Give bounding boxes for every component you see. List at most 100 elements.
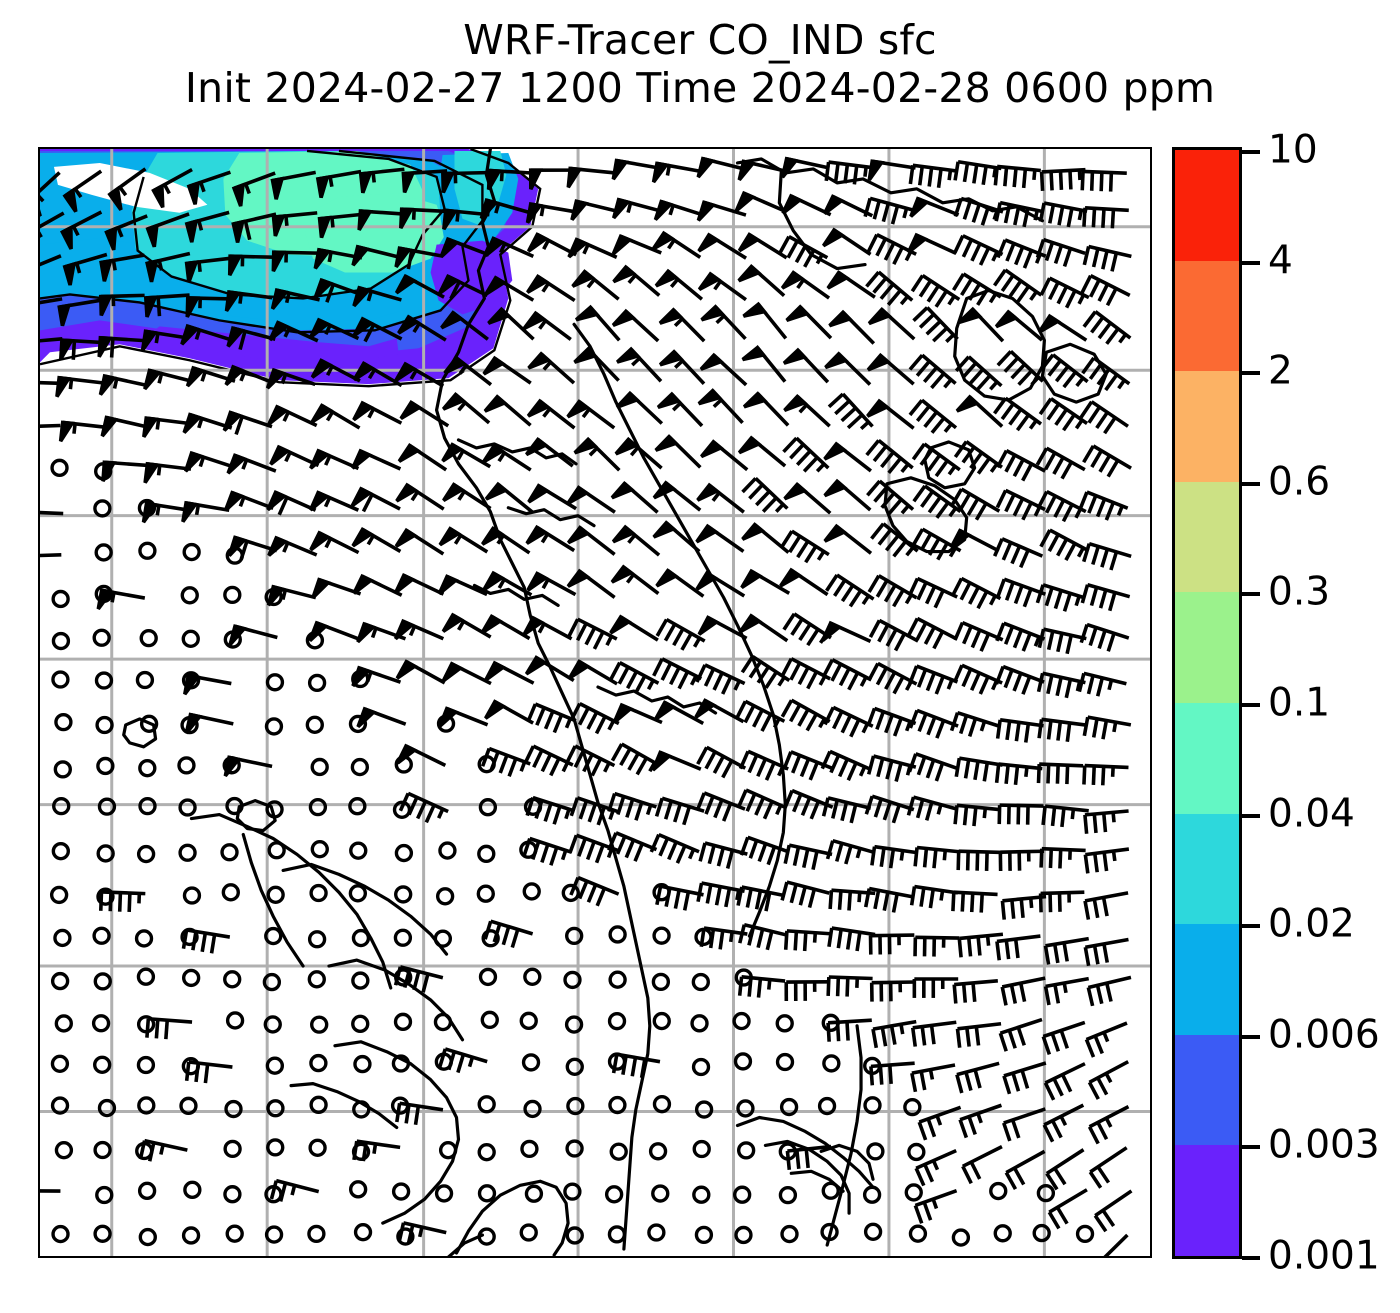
calm-wind-symbol <box>136 1015 156 1034</box>
wind-barb <box>308 490 360 512</box>
wind-barb <box>525 524 576 553</box>
wind-barb <box>479 198 530 220</box>
wind-barb <box>695 523 745 553</box>
wind-barb <box>825 838 876 865</box>
wind-barb <box>612 264 661 297</box>
calm-wind-symbol <box>989 1181 1008 1201</box>
wind-barb <box>738 749 789 781</box>
calm-wind-symbol <box>309 1095 328 1115</box>
calm-wind-symbol <box>652 1011 671 1031</box>
wind-barb <box>309 530 360 555</box>
wind-barb <box>57 298 103 327</box>
wind-barb <box>821 620 872 643</box>
calm-wind-symbol <box>394 885 413 904</box>
wind-barb <box>1083 847 1130 874</box>
wind-barb <box>607 831 658 862</box>
calm-wind-symbol <box>434 1184 454 1203</box>
wind-barb <box>1043 976 1090 1006</box>
wind-barb <box>486 168 534 191</box>
wind-barb <box>610 742 661 776</box>
wind-barb <box>740 568 791 595</box>
wind-barb <box>40 1189 61 1193</box>
wind-barb <box>183 673 232 696</box>
wind-barb <box>908 664 959 695</box>
wind-barb <box>565 744 616 777</box>
wind-barb <box>145 1016 193 1040</box>
wind-barb <box>651 230 702 259</box>
calm-wind-symbol <box>480 1010 499 1030</box>
calm-wind-symbol <box>94 462 113 481</box>
wind-barb <box>1035 446 1086 480</box>
wind-barb <box>483 236 535 259</box>
colorbar-tick-label: 0.04 <box>1268 791 1355 837</box>
wind-barb <box>569 796 620 826</box>
wind-barb <box>184 210 230 243</box>
wind-barb <box>40 211 65 238</box>
calm-wind-symbol <box>434 1052 454 1071</box>
wind-barb <box>1036 671 1086 699</box>
calm-wind-symbol <box>51 589 70 609</box>
wind-barb <box>652 657 703 690</box>
wind-barb <box>441 170 487 194</box>
wind-barb <box>267 404 318 428</box>
wind-barb <box>956 849 1003 871</box>
wind-barb <box>867 306 916 341</box>
wind-barb <box>98 293 145 317</box>
colorbar-tick-mark <box>1242 481 1260 486</box>
calm-wind-symbol <box>652 1094 672 1114</box>
wind-barb <box>142 416 190 438</box>
wind-barb <box>566 166 615 189</box>
calm-wind-symbol <box>607 1225 627 1244</box>
calm-wind-symbol <box>863 1222 883 1241</box>
calm-wind-symbol <box>820 1222 839 1242</box>
wind-barb <box>522 310 572 341</box>
wind-barb <box>780 529 830 564</box>
calm-wind-symbol <box>477 844 496 864</box>
wind-barb <box>995 449 1047 482</box>
wind-barb <box>442 482 492 511</box>
wind-barb-layer <box>40 156 1133 1256</box>
calm-wind-symbol <box>1036 1183 1056 1203</box>
wind-barb <box>265 367 316 390</box>
calm-wind-symbol <box>565 1226 584 1245</box>
wind-barb <box>906 232 957 256</box>
wind-barb <box>1037 627 1087 655</box>
wind-barb <box>742 391 790 427</box>
wind-barb <box>140 329 190 352</box>
wind-barb <box>778 235 829 268</box>
wind-barb <box>654 268 704 301</box>
calm-wind-symbol <box>565 1057 584 1076</box>
wind-barb <box>487 306 535 341</box>
wind-barb <box>651 750 702 772</box>
calm-wind-symbol <box>351 1142 371 1161</box>
wind-barb <box>908 353 957 390</box>
wind-barb <box>961 1144 1003 1185</box>
wind-barb <box>698 841 748 869</box>
wind-barb <box>1036 762 1084 785</box>
calm-wind-symbol <box>524 1184 544 1203</box>
wind-barb <box>313 277 364 303</box>
wind-barb <box>399 207 446 229</box>
wind-barb <box>1082 244 1132 272</box>
calm-wind-symbol <box>181 1057 201 1076</box>
wind-barb <box>350 486 401 513</box>
calm-wind-symbol <box>908 1224 928 1243</box>
wind-barb <box>439 236 490 259</box>
wind-barb <box>741 345 787 383</box>
calm-wind-symbol <box>265 800 284 819</box>
calm-wind-symbol <box>94 543 113 562</box>
wind-barb <box>224 290 273 312</box>
wind-barb <box>107 167 147 211</box>
wind-barb <box>437 574 488 597</box>
wind-barb <box>394 527 445 556</box>
wind-barb <box>443 355 493 387</box>
colorbar <box>1172 147 1242 1259</box>
wind-barb <box>864 794 915 824</box>
wind-barb <box>917 1105 962 1141</box>
wind-barb <box>395 482 445 511</box>
wind-barb <box>309 317 360 341</box>
calm-wind-symbol <box>394 755 413 774</box>
wind-barb <box>1043 1062 1086 1101</box>
wind-barb <box>222 410 273 436</box>
calm-wind-symbol <box>305 631 325 650</box>
